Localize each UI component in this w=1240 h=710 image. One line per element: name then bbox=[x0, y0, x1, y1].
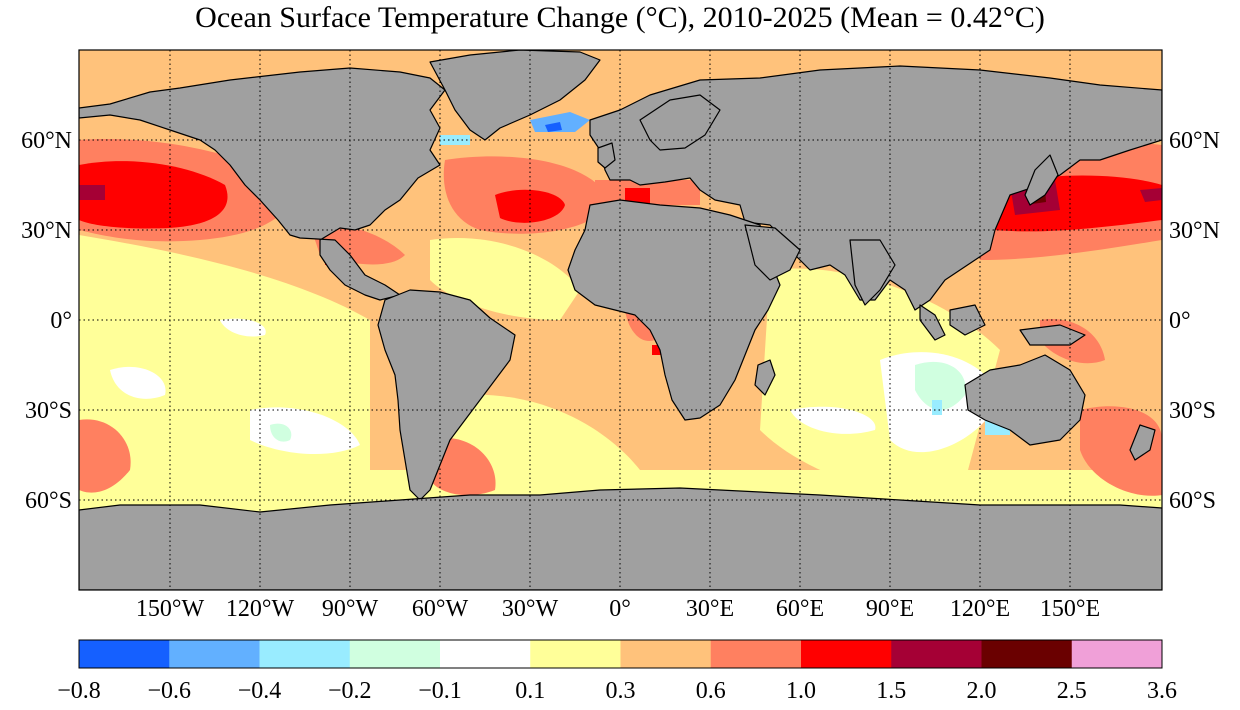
anomaly-white-tropics bbox=[110, 366, 166, 399]
colorbar-swatch bbox=[620, 640, 712, 668]
colorbar-frame bbox=[78, 639, 1163, 669]
lon-label: 30°W bbox=[502, 596, 559, 622]
lat-label-left: 60°S bbox=[25, 488, 72, 514]
lon-label: 30°E bbox=[686, 596, 734, 622]
anomaly-cyan-indian bbox=[932, 400, 942, 415]
anomaly-red-north-atlantic bbox=[495, 189, 565, 223]
anomaly-darkred-north-pacific bbox=[79, 185, 105, 200]
land-arabia bbox=[744, 224, 801, 281]
lon-label: 60°W bbox=[412, 596, 469, 622]
colorbar-swatch bbox=[1071, 640, 1163, 668]
anomaly-red-orange-south-pacific-west bbox=[79, 419, 131, 493]
land-japan bbox=[1024, 154, 1059, 206]
colorbar-swatch bbox=[710, 640, 802, 668]
map-title: Ocean Surface Temperature Change (°C), 2… bbox=[195, 1, 1045, 34]
colorbar: −0.8 −0.6 −0.4 −0.2 −0.1 0.1 0.3 0.6 1.0 1.5 2.0 2.… bbox=[57, 639, 1177, 704]
land-north-america bbox=[79, 67, 446, 301]
colorbar-tick-label: 1.0 bbox=[786, 678, 816, 704]
lon-labels: 150°W 120°W 90°W 60°W 30°W 0° 30°E 60°E … bbox=[136, 596, 1100, 622]
land-eurasia bbox=[589, 65, 1162, 311]
colorbar-swatch bbox=[259, 640, 351, 668]
land-australia bbox=[964, 354, 1086, 446]
lon-label: 120°E bbox=[950, 596, 1010, 622]
colorbar-tick-label: 2.0 bbox=[967, 678, 997, 704]
colorbar-swatch bbox=[79, 640, 170, 668]
colorbar-swatch bbox=[349, 640, 441, 668]
land-new-guinea bbox=[1019, 324, 1086, 346]
lon-label: 150°E bbox=[1040, 596, 1100, 622]
land-uk bbox=[597, 142, 616, 169]
lon-label: 120°W bbox=[226, 596, 295, 622]
anomaly-white-east-pacific bbox=[250, 407, 360, 455]
land-madagascar bbox=[754, 359, 776, 396]
anomaly-cyan-greenland bbox=[440, 135, 470, 145]
colorbar-tick-label: −0.6 bbox=[147, 678, 191, 704]
lon-label: 90°W bbox=[322, 596, 379, 622]
land-sumatra bbox=[919, 304, 946, 341]
lat-label-right: 60°N bbox=[1169, 128, 1220, 154]
land-south-america bbox=[377, 289, 516, 501]
lon-label: 150°W bbox=[136, 596, 205, 622]
colorbar-tick-label: 3.6 bbox=[1147, 678, 1177, 704]
lat-label-right: 30°N bbox=[1169, 218, 1220, 244]
lon-label: 0° bbox=[609, 596, 631, 622]
lon-label: 60°E bbox=[776, 596, 824, 622]
colorbar-tick-label: 1.5 bbox=[876, 678, 906, 704]
lat-label-right: 0° bbox=[1169, 308, 1191, 334]
map-frame bbox=[78, 49, 1163, 591]
lat-label-right: 30°S bbox=[1169, 398, 1216, 424]
anomaly-darkred-northwest-pacific bbox=[1140, 188, 1162, 202]
anomaly-white-south-atlantic bbox=[790, 406, 876, 434]
lat-label-left: 30°N bbox=[21, 218, 72, 244]
colorbar-tick-label: 2.5 bbox=[1057, 678, 1087, 704]
anomaly-white-equator bbox=[220, 318, 266, 337]
anomaly-red-north-pacific bbox=[79, 161, 228, 229]
land-india bbox=[849, 239, 896, 306]
colorbar-tick-label: −0.8 bbox=[57, 678, 101, 704]
anomaly-blue-spot bbox=[545, 122, 562, 132]
anomaly-red-mediterranean bbox=[625, 188, 650, 205]
colorbar-tick-label: 0.3 bbox=[606, 678, 636, 704]
lat-labels-left: 60°N 30°N 0° 30°S 60°S bbox=[21, 128, 72, 514]
colorbar-swatch bbox=[530, 640, 621, 668]
colorbar-tick-label: 0.1 bbox=[515, 678, 545, 704]
lat-labels-right: 60°N 30°N 0° 30°S 60°S bbox=[1169, 128, 1220, 514]
colorbar-swatch bbox=[981, 640, 1073, 668]
colorbar-swatch bbox=[801, 640, 892, 668]
land-new-zealand bbox=[1129, 424, 1156, 461]
lat-label-left: 30°S bbox=[25, 398, 72, 424]
anomaly-red-orange-south-atlantic bbox=[430, 438, 496, 496]
lat-label-right: 60°S bbox=[1169, 488, 1216, 514]
land-africa bbox=[567, 199, 781, 421]
colorbar-swatch bbox=[169, 640, 260, 668]
colorbar-tick-label: −0.2 bbox=[328, 678, 372, 704]
colorbar-swatch bbox=[440, 640, 531, 668]
land-scandinavia bbox=[639, 94, 721, 151]
colorbar-tick-label: 0.6 bbox=[696, 678, 726, 704]
land-borneo bbox=[949, 304, 986, 336]
colorbar-tick-label: −0.4 bbox=[238, 678, 282, 704]
lat-label-left: 60°N bbox=[21, 128, 72, 154]
graticule bbox=[79, 50, 1162, 590]
lon-label: 90°E bbox=[866, 596, 914, 622]
colorbar-tick-label: −0.1 bbox=[418, 678, 462, 704]
anomaly-green-indian bbox=[915, 361, 966, 410]
anomaly-green-pacific bbox=[270, 423, 292, 442]
colorbar-swatch bbox=[891, 640, 982, 668]
lat-label-left: 0° bbox=[50, 308, 72, 334]
